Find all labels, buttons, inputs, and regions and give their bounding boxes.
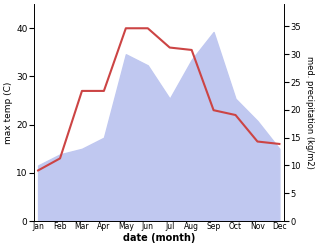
X-axis label: date (month): date (month) <box>122 233 195 243</box>
Y-axis label: med. precipitation (kg/m2): med. precipitation (kg/m2) <box>305 56 314 169</box>
Y-axis label: max temp (C): max temp (C) <box>4 82 13 144</box>
